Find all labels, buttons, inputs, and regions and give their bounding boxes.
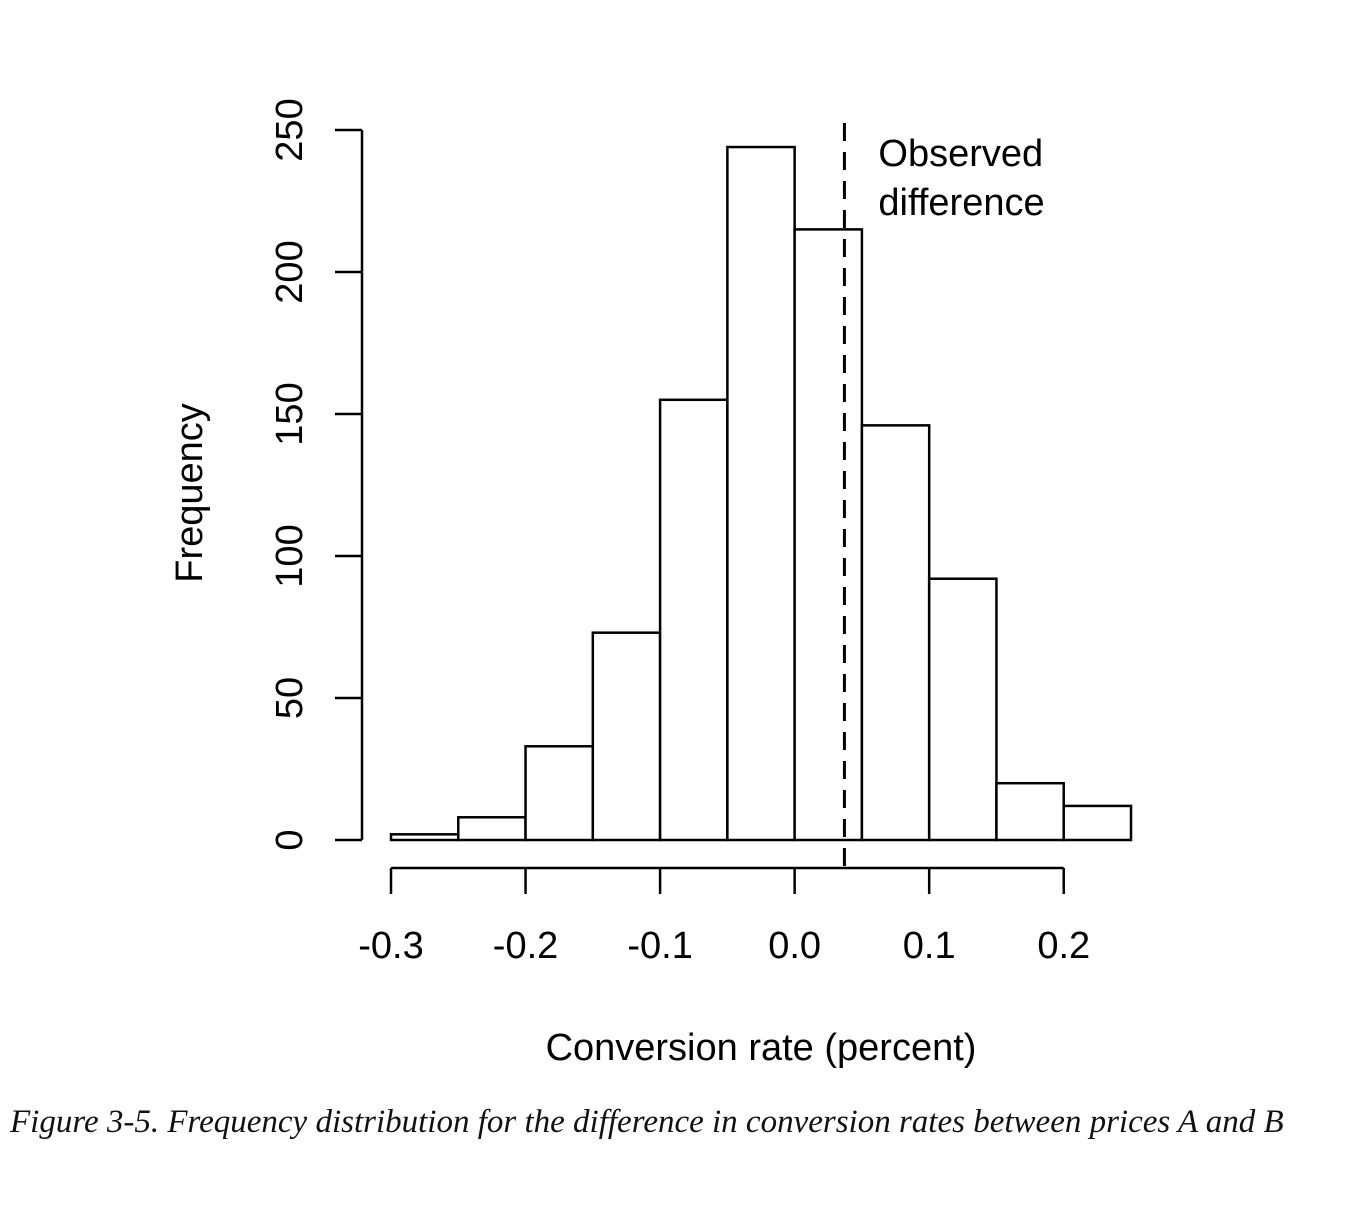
x-tick-label: 0.2 (1037, 925, 1090, 967)
bar (927, 577, 998, 842)
bar (793, 228, 864, 842)
bar (457, 816, 527, 842)
y-tick-label: 250 (269, 98, 311, 161)
bar (726, 145, 796, 842)
annotation: Observed (878, 133, 1043, 175)
x-tick-label: -0.3 (358, 925, 423, 967)
x-tick-label: 0.0 (768, 925, 821, 967)
y-tick-label: 50 (269, 677, 311, 719)
y-tick-label: 100 (269, 524, 311, 587)
bar (524, 745, 595, 842)
chart: Conversion rate (percent) Frequency 0 50 1… (169, 98, 1133, 1069)
bar (591, 631, 662, 842)
y-tick-label: 150 (269, 382, 311, 445)
x-axis-title: Conversion rate (percent) (546, 1027, 977, 1069)
y-axis-title: Frequency (169, 403, 211, 583)
figure-caption: Figure 3-5. Frequency distribution for t… (10, 1104, 1284, 1140)
y-tick-label: 200 (269, 240, 311, 303)
bar (1062, 804, 1133, 842)
x-tick-label: -0.1 (627, 925, 692, 967)
bar (995, 781, 1065, 842)
x-tick-label: -0.2 (493, 925, 558, 967)
bar (389, 833, 460, 842)
bar (658, 398, 729, 842)
y-tick-label: 0 (269, 829, 311, 850)
x-tick-label: 0.1 (903, 925, 956, 967)
annotation: difference (878, 182, 1044, 224)
bar (860, 424, 931, 842)
